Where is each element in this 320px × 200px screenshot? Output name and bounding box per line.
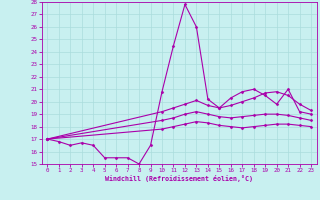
X-axis label: Windchill (Refroidissement éolien,°C): Windchill (Refroidissement éolien,°C) <box>105 175 253 182</box>
